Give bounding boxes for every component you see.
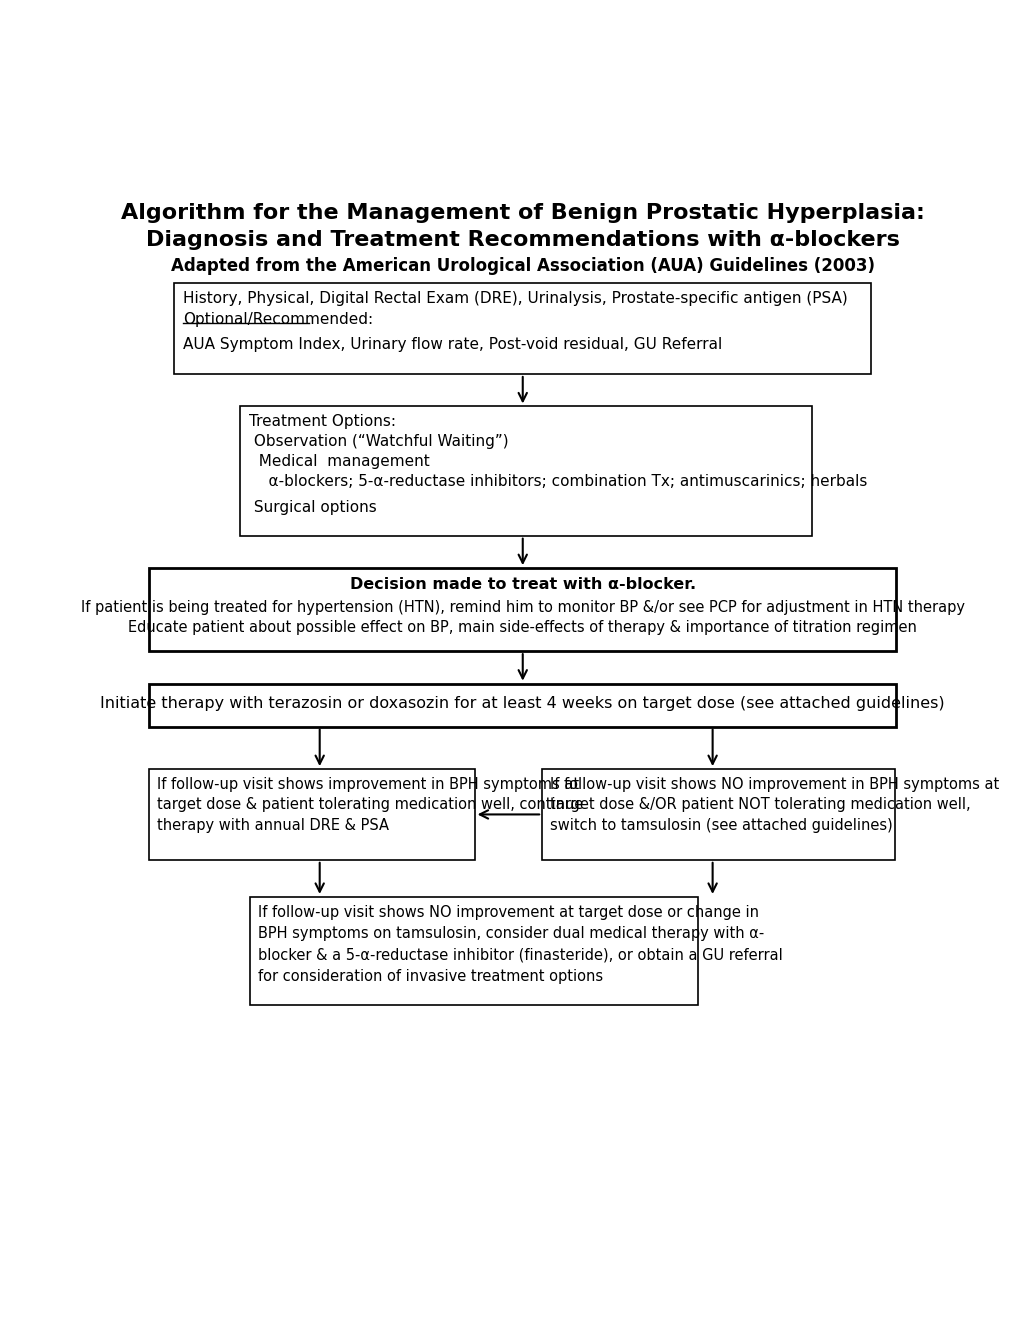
Text: BPH symptoms on tamsulosin, consider dual medical therapy with α-: BPH symptoms on tamsulosin, consider dua… (258, 927, 763, 941)
Text: Algorithm for the Management of Benign Prostatic Hyperplasia:: Algorithm for the Management of Benign P… (120, 203, 924, 223)
Text: If follow-up visit shows NO improvement in BPH symptoms at: If follow-up visit shows NO improvement … (549, 776, 999, 792)
Text: If follow-up visit shows improvement in BPH symptoms at: If follow-up visit shows improvement in … (157, 776, 579, 792)
Text: If patient is being treated for hypertension (HTN), remind him to monitor BP &/o: If patient is being treated for hyperten… (81, 601, 964, 615)
Bar (174, 284, 870, 374)
Bar (149, 684, 896, 726)
Text: Adapted from the American Urological Association (AUA) Guidelines (2003): Adapted from the American Urological Ass… (170, 257, 874, 275)
Text: switch to tamsulosin (see attached guidelines): switch to tamsulosin (see attached guide… (549, 818, 892, 833)
Bar (149, 568, 896, 651)
Text: AUA Symptom Index, Urinary flow rate, Post-void residual, GU Referral: AUA Symptom Index, Urinary flow rate, Po… (183, 337, 721, 352)
Bar (239, 407, 811, 536)
Text: Decision made to treat with α-blocker.: Decision made to treat with α-blocker. (350, 577, 695, 593)
Text: α-blockers; 5-α-reductase inhibitors; combination Tx; antimuscarinics; herbals: α-blockers; 5-α-reductase inhibitors; co… (249, 474, 867, 490)
Bar (541, 770, 894, 859)
Text: History, Physical, Digital Rectal Exam (DRE), Urinalysis, Prostate-specific anti: History, Physical, Digital Rectal Exam (… (183, 290, 847, 306)
Text: Diagnosis and Treatment Recommendations with α-blockers: Diagnosis and Treatment Recommendations … (146, 230, 899, 249)
Text: for consideration of invasive treatment options: for consideration of invasive treatment … (258, 969, 602, 985)
Text: If follow-up visit shows NO improvement at target dose or change in: If follow-up visit shows NO improvement … (258, 904, 758, 920)
Text: Treatment Options:: Treatment Options: (249, 414, 395, 429)
Text: therapy with annual DRE & PSA: therapy with annual DRE & PSA (157, 818, 388, 833)
Text: Observation (“Watchful Waiting”): Observation (“Watchful Waiting”) (249, 434, 508, 449)
Text: Optional/Recommended:: Optional/Recommended: (183, 313, 373, 327)
Text: Initiate therapy with terazosin or doxasozin for at least 4 weeks on target dose: Initiate therapy with terazosin or doxas… (100, 696, 945, 711)
Bar (149, 770, 474, 859)
Bar (250, 896, 697, 1005)
Text: target dose &/OR patient NOT tolerating medication well,: target dose &/OR patient NOT tolerating … (549, 797, 969, 813)
Text: Surgical options: Surgical options (249, 500, 377, 515)
Text: blocker & a 5-α-reductase inhibitor (finasteride), or obtain a GU referral: blocker & a 5-α-reductase inhibitor (fin… (258, 948, 782, 962)
Text: Educate patient about possible effect on BP, main side-effects of therapy & impo: Educate patient about possible effect on… (128, 620, 916, 635)
Text: Medical  management: Medical management (249, 454, 429, 469)
Text: target dose & patient tolerating medication well, continue: target dose & patient tolerating medicat… (157, 797, 583, 813)
